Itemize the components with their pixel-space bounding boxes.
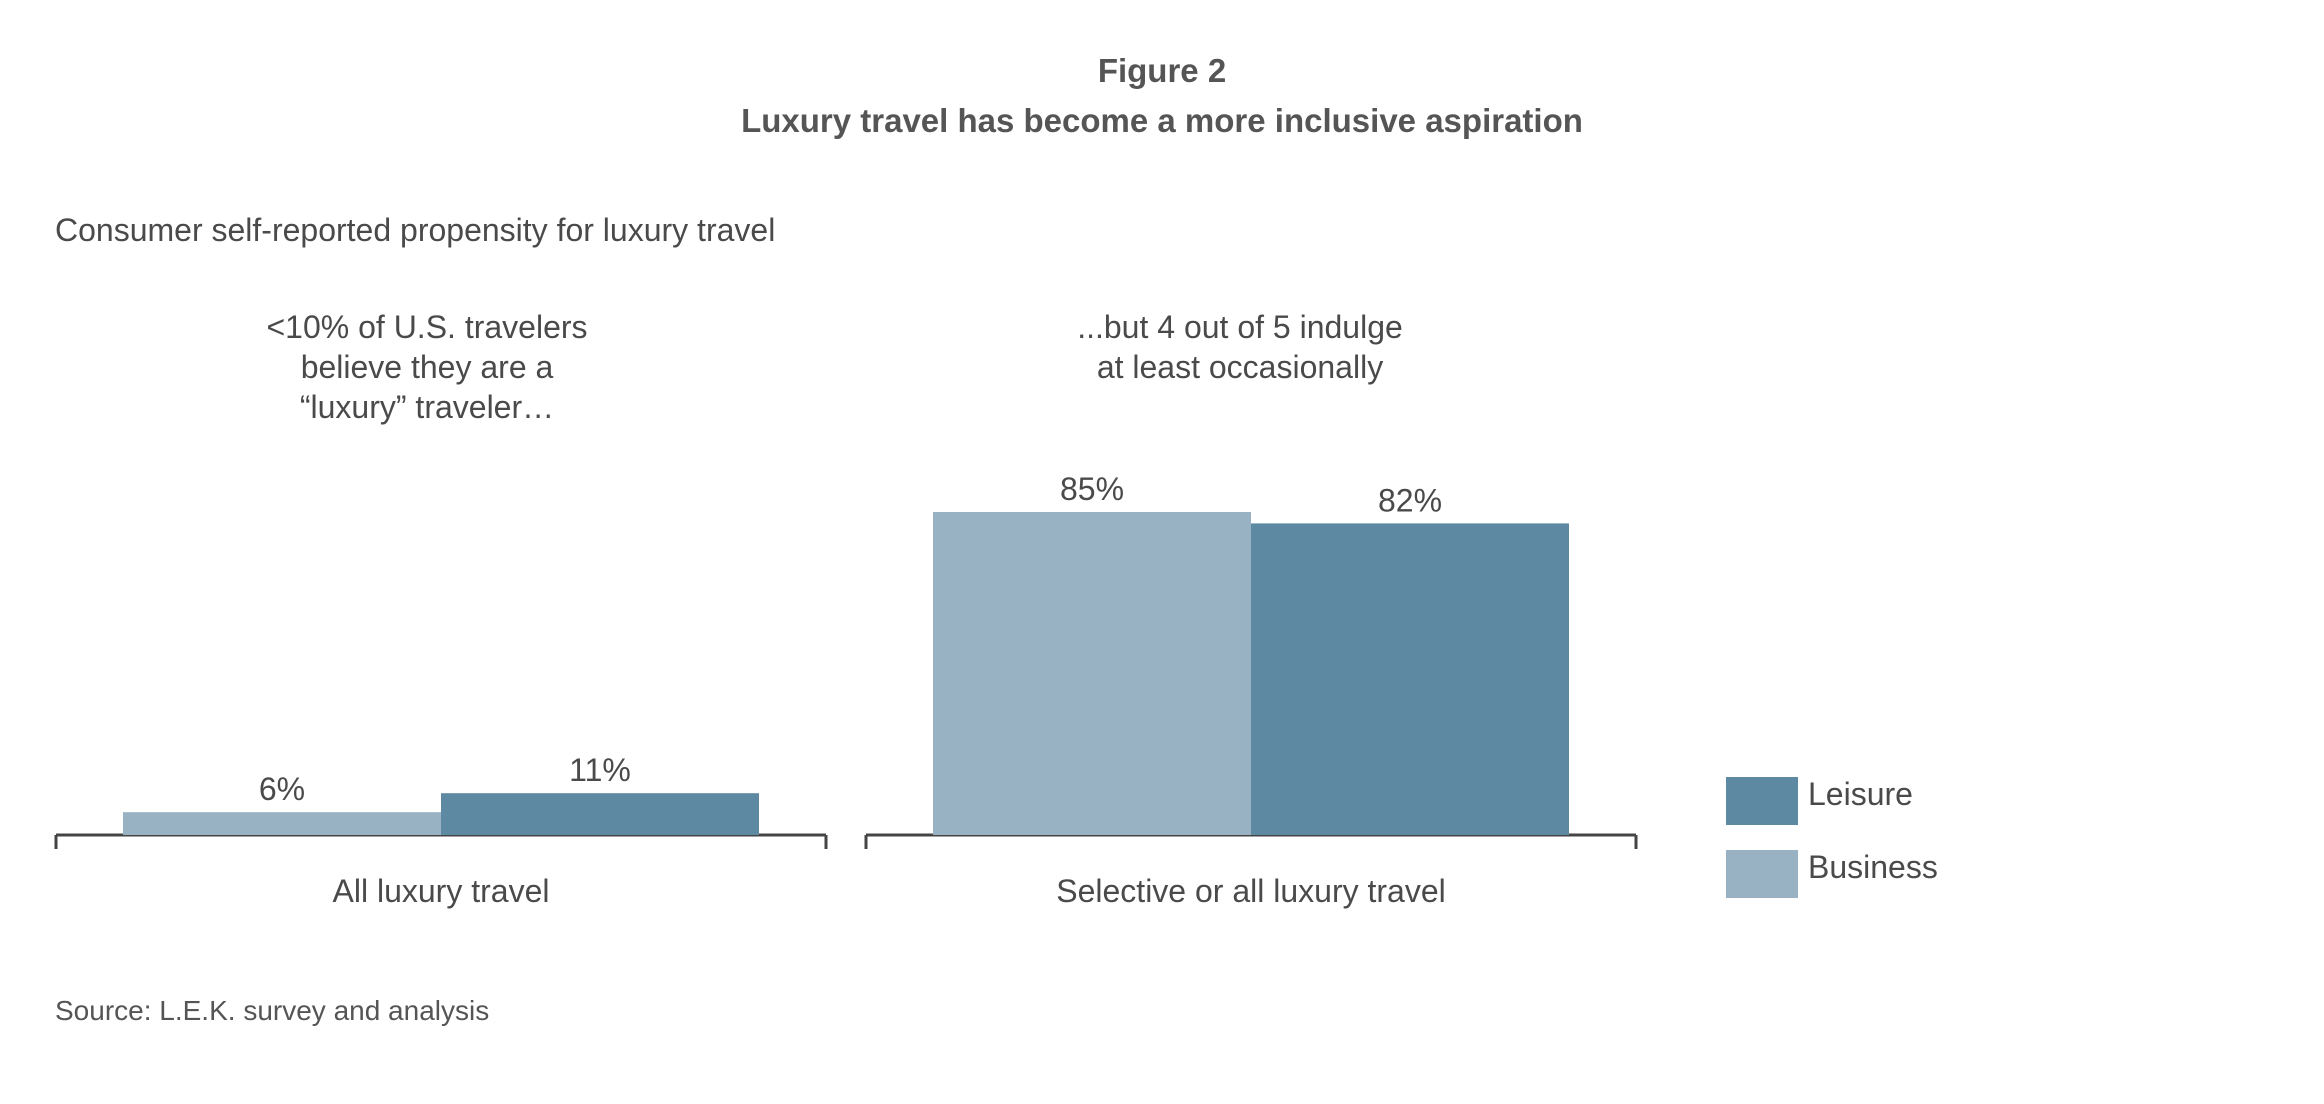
legend-label-leisure: Leisure bbox=[1808, 776, 1913, 812]
annotation-all-luxury-travel-line-1: <10% of U.S. travelers bbox=[266, 309, 587, 345]
chart-subtitle: Consumer self-reported propensity for lu… bbox=[55, 212, 776, 248]
data-label-leisure-all-luxury-travel: 11% bbox=[569, 752, 631, 788]
data-label-leisure-selective-or-all-luxury-travel: 82% bbox=[1378, 482, 1442, 518]
figure-header: Figure 2 Luxury travel has become a more… bbox=[0, 46, 2324, 146]
legend-swatch-business bbox=[1726, 850, 1798, 898]
bar-business-all-luxury-travel bbox=[123, 812, 441, 835]
annotation-all-luxury-travel-line-3: “luxury” traveler… bbox=[300, 389, 554, 425]
data-label-business-selective-or-all-luxury-travel: 85% bbox=[1060, 471, 1124, 507]
figure-label: Figure 2 bbox=[1097, 52, 1227, 89]
chart-title: Luxury travel has become a more inclusiv… bbox=[741, 102, 1583, 139]
bar-leisure-all-luxury-travel bbox=[441, 793, 759, 835]
annotation-all-luxury-travel-line-2: believe they are a bbox=[301, 349, 554, 385]
category-label-all-luxury-travel: All luxury travel bbox=[333, 873, 550, 909]
legend-label-business: Business bbox=[1808, 849, 1938, 885]
source-note: Source: L.E.K. survey and analysis bbox=[55, 995, 490, 1026]
bar-business-selective-or-all-luxury-travel bbox=[933, 512, 1251, 835]
annotation-selective-or-all-luxury-travel-line-1: ...but 4 out of 5 indulge bbox=[1077, 309, 1403, 345]
category-label-selective-or-all-luxury-travel: Selective or all luxury travel bbox=[1056, 873, 1445, 909]
legend-swatch-leisure bbox=[1726, 777, 1798, 825]
data-label-business-all-luxury-travel: 6% bbox=[259, 771, 305, 807]
bar-leisure-selective-or-all-luxury-travel bbox=[1251, 523, 1569, 835]
annotation-selective-or-all-luxury-travel-line-2: at least occasionally bbox=[1097, 349, 1383, 385]
